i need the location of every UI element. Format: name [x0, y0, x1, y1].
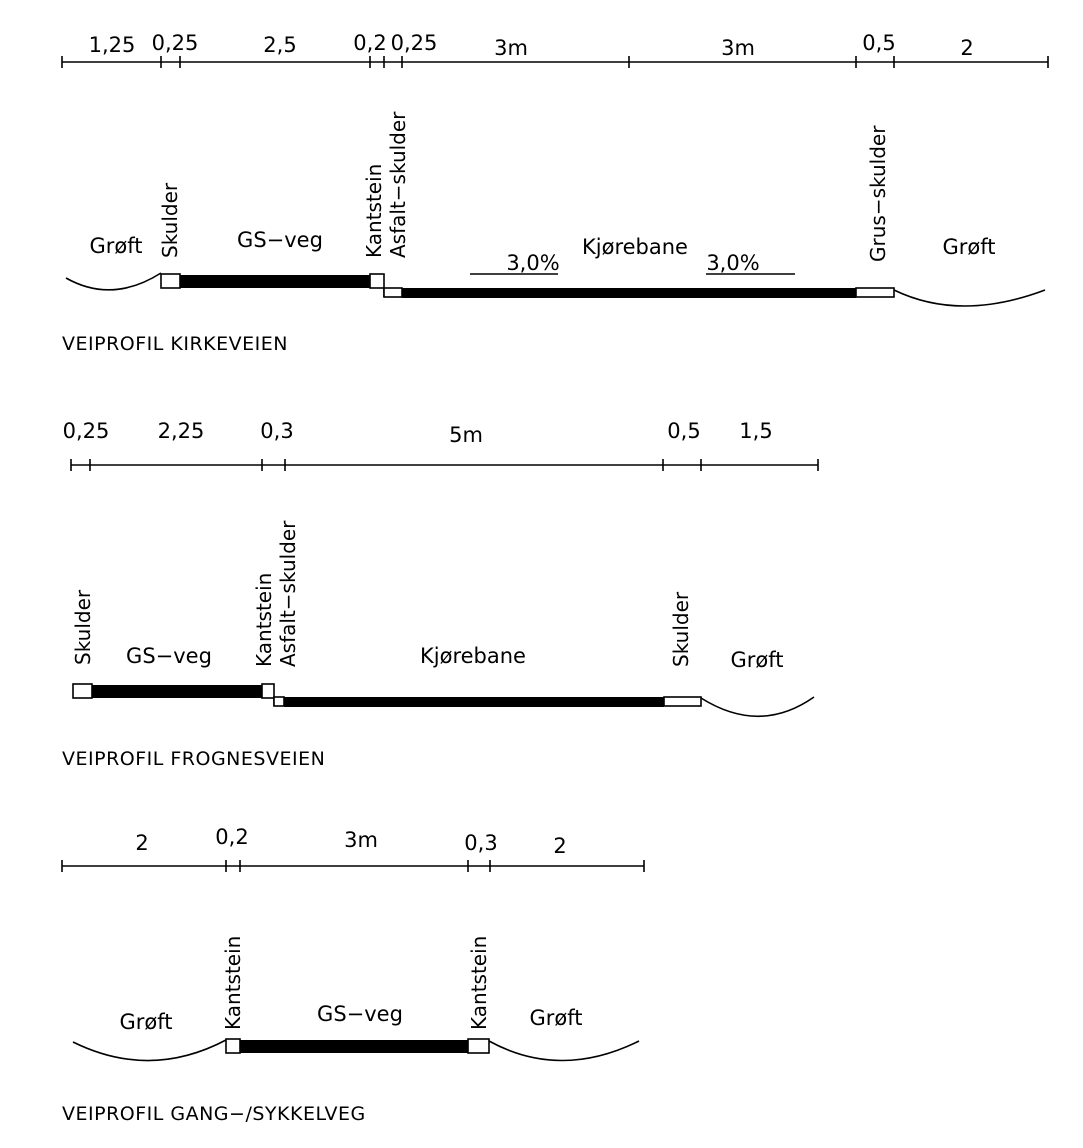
dim-0-25-b: 0,25 [391, 31, 438, 55]
dim-2-left: 2 [135, 831, 148, 855]
dim-2-25: 2,25 [158, 419, 205, 443]
label-grus-skulder: Grus−skulder [866, 125, 890, 262]
profile-kirkeveien: 1,25 0,25 2,5 0,2 0,25 3m 3m 0,5 2 Grøft… [61, 31, 1049, 355]
gs-veg-slab [92, 685, 262, 698]
dimension-line-frognesveien [70, 459, 819, 471]
label-gs-veg: GS−veg [317, 1002, 403, 1026]
label-kantstein: Kantstein [252, 573, 276, 667]
skulder-block-left [72, 683, 93, 699]
ditch-left [72, 1039, 227, 1062]
dim-0-3: 0,3 [464, 831, 497, 855]
label-gs-veg: GS−veg [126, 644, 212, 668]
dim-0-2: 0,2 [215, 825, 248, 849]
title-frognesveien: VEIPROFIL FROGNESVEIEN [62, 748, 325, 770]
dim-2-right: 2 [553, 834, 566, 858]
kantstein-block-left [225, 1038, 241, 1054]
kantstein-block-right [467, 1038, 490, 1054]
label-slope-left: 3,0% [506, 251, 559, 275]
title-gang-sykkelveg: VEIPROFIL GANG−/SYKKELVEG [62, 1103, 366, 1125]
label-groft-left: Grøft [119, 1010, 172, 1034]
skulder-block [160, 273, 181, 289]
kantstein-block [369, 273, 385, 289]
dim-1-5: 1,5 [739, 419, 772, 443]
label-asfalt-skulder: Asfalt−skulder [276, 520, 300, 667]
label-groft-right: Grøft [942, 235, 995, 259]
dimension-line-kirkeveien [61, 56, 1049, 68]
dim-2: 2 [960, 36, 973, 60]
label-kjorebane: Kjørebane [582, 235, 688, 259]
label-kantstein-right: Kantstein [467, 936, 491, 1030]
title-kirkeveien: VEIPROFIL KIRKEVEIEN [62, 333, 288, 355]
dim-3m-b: 3m [721, 36, 755, 60]
kjorebane-slab [284, 697, 664, 707]
dim-0-5: 0,5 [667, 419, 700, 443]
label-kjorebane: Kjørebane [420, 644, 526, 668]
label-kantstein: Kantstein [362, 164, 386, 258]
ditch-left [65, 272, 162, 291]
label-groft-right: Grøft [529, 1006, 582, 1030]
skulder-block-right [663, 696, 702, 707]
cross-section-kirkeveien [65, 272, 1046, 307]
label-skulder: Skulder [158, 182, 182, 258]
dim-0-25-a: 0,25 [152, 31, 199, 55]
label-groft-left: Grøft [89, 234, 142, 258]
gs-veg-slab [240, 1040, 468, 1053]
cross-section-gang-sykkelveg [72, 1038, 640, 1062]
label-kantstein-left: Kantstein [221, 936, 245, 1030]
dim-0-5: 0,5 [862, 31, 895, 55]
label-gs-veg: GS−veg [237, 228, 323, 252]
cross-section-frognesveien [72, 683, 815, 718]
profile-frognesveien: 0,25 2,25 0,3 5m 0,5 1,5 Skulder GS−veg … [62, 419, 819, 770]
label-skulder-right: Skulder [669, 591, 693, 667]
grus-skulder-block [855, 287, 895, 298]
dim-1-25: 1,25 [89, 33, 136, 57]
dim-2-5: 2,5 [263, 33, 296, 57]
dim-0-25: 0,25 [63, 419, 110, 443]
kjorebane-slab [402, 288, 856, 298]
dimension-line-gang-sykkelveg [61, 860, 645, 872]
label-skulder-left: Skulder [71, 589, 95, 665]
label-groft: Grøft [730, 648, 783, 672]
ditch-right [893, 289, 1046, 307]
dim-5m: 5m [449, 423, 483, 447]
label-slope-right: 3,0% [706, 251, 759, 275]
asfalt-skulder-block [383, 287, 403, 298]
gs-veg-slab [180, 275, 370, 288]
dim-3m: 3m [344, 828, 378, 852]
ditch [700, 696, 815, 718]
dim-3m-a: 3m [494, 36, 528, 60]
asfalt-skulder-block [273, 696, 285, 707]
ditch-right [488, 1040, 640, 1062]
kantstein-block [261, 683, 275, 699]
label-asfalt-skulder: Asfalt−skulder [386, 111, 410, 258]
dim-0-3: 0,3 [260, 419, 293, 443]
profile-gang-sykkelveg: 2 0,2 3m 0,3 2 Grøft Kantstein GS−veg Ka… [61, 825, 645, 1125]
dim-0-2: 0,2 [353, 31, 386, 55]
